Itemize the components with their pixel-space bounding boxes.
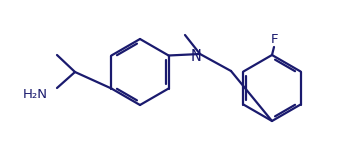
Text: H₂N: H₂N [23, 88, 48, 102]
Text: F: F [270, 33, 278, 46]
Text: N: N [190, 49, 202, 64]
